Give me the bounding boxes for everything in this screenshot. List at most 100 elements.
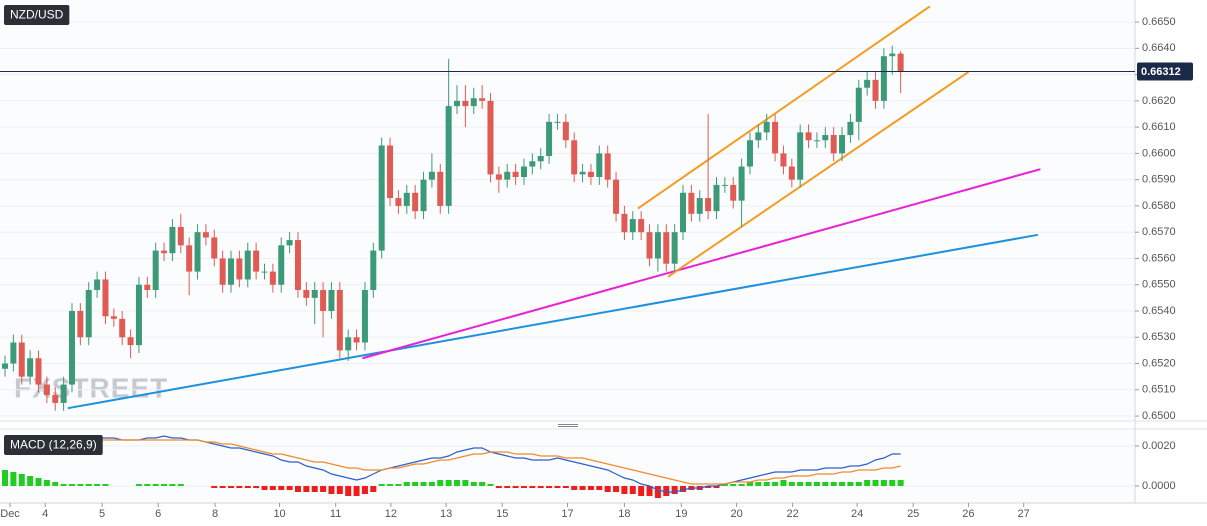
- candle-body: [361, 289, 368, 343]
- x-tick-label: 8: [212, 508, 218, 520]
- histogram-bar: [286, 486, 293, 490]
- candle-body: [462, 100, 469, 107]
- x-tick-label: 4: [42, 508, 48, 520]
- histogram-bar: [420, 482, 427, 486]
- last-price-box: [1137, 62, 1193, 81]
- candle-body: [119, 318, 126, 338]
- histogram-bar: [562, 486, 569, 488]
- histogram-bar: [412, 482, 419, 486]
- candle-body: [512, 171, 519, 178]
- candle-body: [797, 132, 804, 180]
- histogram-bar: [813, 482, 820, 486]
- candle-body: [35, 358, 42, 385]
- histogram-bar: [345, 486, 352, 496]
- histogram-bar: [604, 486, 611, 492]
- histogram-bar: [387, 484, 394, 486]
- x-tick-label: 5: [99, 508, 105, 520]
- candle-body: [621, 213, 628, 233]
- histogram-bar: [587, 486, 594, 490]
- candle-body: [387, 145, 394, 199]
- candle-body: [671, 232, 678, 264]
- histogram-bar: [730, 484, 737, 486]
- candle-body: [504, 171, 511, 180]
- candle-body: [18, 342, 25, 377]
- histogram-bar: [261, 486, 268, 490]
- trend-line: [637, 5, 931, 210]
- candle-body: [378, 145, 385, 251]
- histogram-bar: [294, 486, 301, 492]
- macd-line: [5, 435, 901, 493]
- histogram-bar: [772, 482, 779, 486]
- y-tick-label: 0.6510: [1142, 384, 1176, 396]
- histogram-bar: [529, 486, 536, 488]
- candle-body: [646, 232, 653, 259]
- y-tick-label: 0.0020: [1142, 440, 1176, 452]
- y-tick-label: 0.6520: [1142, 357, 1176, 369]
- candle-body: [889, 53, 896, 57]
- candle-body: [746, 140, 753, 167]
- candle-body: [328, 289, 335, 311]
- histogram-bar: [269, 486, 276, 490]
- y-tick-label: 0.6540: [1142, 305, 1176, 317]
- candle-body: [219, 258, 226, 285]
- panel-title: NZD/USD: [10, 8, 64, 22]
- candle-body: [805, 132, 812, 141]
- candle-body: [395, 198, 402, 206]
- candle-body: [454, 100, 461, 107]
- candle-body: [77, 310, 84, 338]
- x-tick-label: 11: [330, 508, 341, 520]
- y-tick-label: 0.6500: [1142, 410, 1176, 422]
- candle-body: [269, 271, 276, 285]
- histogram-bar: [2, 470, 9, 486]
- histogram-bar: [805, 482, 812, 486]
- histogram-bar: [847, 482, 854, 486]
- histogram-bar: [671, 486, 678, 494]
- y-tick-label: 0.6600: [1142, 147, 1176, 159]
- candle-body: [161, 250, 168, 254]
- histogram-bar: [512, 486, 519, 488]
- candle-body: [336, 289, 343, 351]
- histogram-bar: [579, 486, 586, 490]
- candle-body: [228, 258, 235, 285]
- histogram-bar: [35, 478, 42, 486]
- histogram-bar: [872, 480, 879, 486]
- candle-body: [445, 106, 452, 206]
- candle-body: [654, 232, 661, 259]
- histogram-bar: [454, 480, 461, 486]
- candle-body: [537, 156, 544, 162]
- histogram-bar: [169, 484, 176, 486]
- candle-body: [2, 363, 9, 369]
- candle-body: [897, 53, 904, 72]
- histogram-bar: [18, 474, 25, 486]
- histogram-bar: [479, 482, 486, 486]
- histogram-bar: [370, 486, 377, 492]
- histogram-bar: [85, 484, 92, 486]
- histogram-bar: [713, 486, 720, 488]
- y-tick-label: 0.6620: [1142, 95, 1176, 107]
- candle-body: [169, 226, 176, 254]
- candle-body: [772, 121, 779, 154]
- macd-line: [5, 439, 901, 485]
- histogram-bar: [135, 484, 142, 486]
- histogram-bar: [311, 486, 318, 492]
- candle-body: [680, 192, 687, 233]
- candle-body: [294, 240, 301, 290]
- x-tick-label: Dec: [0, 508, 20, 520]
- histogram-bar: [10, 472, 17, 486]
- candle-body: [261, 271, 268, 273]
- candle-body: [135, 284, 142, 346]
- histogram-bar: [680, 486, 687, 492]
- y-tick-label: 0.6570: [1142, 226, 1176, 238]
- candle-body: [830, 135, 837, 154]
- candle-body: [705, 198, 712, 212]
- candle-body: [529, 161, 536, 167]
- candle-body: [437, 171, 444, 206]
- histogram-bar: [60, 484, 67, 486]
- histogram-bar: [855, 482, 862, 486]
- histogram-bar: [211, 486, 218, 488]
- histogram-bar: [161, 484, 168, 486]
- x-tick-label: 19: [675, 508, 687, 520]
- trend-line: [362, 168, 1041, 360]
- histogram-bar: [889, 480, 896, 486]
